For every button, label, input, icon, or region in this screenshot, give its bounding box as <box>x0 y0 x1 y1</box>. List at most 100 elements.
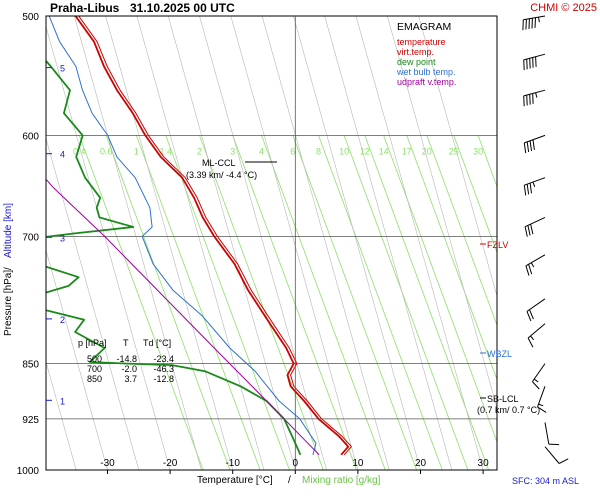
mixing-ratio-line <box>105 135 231 470</box>
wind-barb-feather <box>535 56 537 67</box>
wind-barb-staff <box>526 298 546 312</box>
mixing-ratio-label: 2 <box>197 146 202 156</box>
sb-lcl-title: SB-LCL <box>487 394 519 404</box>
x-axis-separator: / <box>288 475 291 486</box>
wind-barb <box>544 422 560 446</box>
series-dew-point <box>46 59 302 456</box>
mixing-ratio-label: 8 <box>316 146 321 156</box>
wind-barb-staff <box>544 422 550 445</box>
wind-barb-feather <box>527 225 531 236</box>
mixing-ratio-label: 0.6 <box>100 146 113 156</box>
wind-barb-staff <box>523 89 546 97</box>
wind-barb-staff <box>537 386 546 408</box>
isobar-lines <box>46 135 497 420</box>
mixing-ratio-label: 1.4 <box>159 146 172 156</box>
pressure-tick-label: 925 <box>22 415 39 426</box>
ml-ccl-value: (3.39 km/ -4.4 °C) <box>186 170 257 180</box>
isotherm-lines <box>46 16 497 470</box>
y-axis-label-altitude: Altitude [km] <box>3 203 14 258</box>
wind-barb-staff <box>525 254 546 267</box>
profile-series <box>46 16 352 456</box>
ml-ccl-title: ML-CCL <box>202 158 236 168</box>
wind-barb <box>524 216 546 237</box>
wind-barb-feather <box>525 19 527 30</box>
table-header-t: T <box>123 338 129 348</box>
x-axis-label: Temperature [°C] <box>197 475 273 486</box>
wind-barb <box>531 363 546 390</box>
mixing-ratio-line <box>292 135 417 470</box>
wind-barb-staff <box>544 446 560 464</box>
isotherm-line <box>387 16 497 409</box>
mixing-ratio-label: 20 <box>422 146 432 156</box>
altitude-tick-label: 1 <box>60 396 65 406</box>
y-axis-label-pressure: Pressure [hPa] <box>3 270 14 336</box>
wind-barb-half-feather <box>532 181 536 187</box>
mixing-ratio-line <box>383 135 497 444</box>
legend-dew-point: dew point <box>397 57 436 67</box>
copyright: CHMI © 2025 <box>530 2 597 14</box>
table-header-p: p [hPa] <box>78 338 107 348</box>
table-cell: 850 <box>87 374 102 384</box>
legend: EMAGRAM temperature virt.temp. dew point… <box>396 21 456 87</box>
wind-barb-staff <box>524 177 546 186</box>
temperature-tick-label: 20 <box>415 458 427 469</box>
altitude-tick-label: 3 <box>60 233 65 243</box>
series-virt-temp <box>78 16 352 456</box>
table-cell: -23.4 <box>153 354 174 364</box>
sb-lcl-value: (0.7 km/ 0.7 °C) <box>477 405 540 415</box>
legend-wet-bulb: wet bulb temp. <box>396 67 456 77</box>
mixing-ratio-line <box>165 135 290 470</box>
x-axis-label-mixing: Mixing ratio [g/kg] <box>302 475 381 486</box>
pressure-tick-label: 500 <box>22 12 39 23</box>
table-header-td: Td [°C] <box>143 338 171 348</box>
isotherm-line <box>74 16 202 470</box>
mixing-ratio-line <box>135 135 261 470</box>
legend-temperature: temperature <box>397 37 446 47</box>
wind-barb-half-feather <box>538 403 544 407</box>
wind-barb-feather <box>529 58 531 69</box>
wbzl-label: WBZL <box>487 349 512 359</box>
wind-barb-staff <box>523 53 546 61</box>
wind-barb <box>544 446 569 464</box>
isotherm-line <box>167 16 296 470</box>
x-axis-title: Temperature [°C] / Mixing ratio [g/kg] <box>197 475 381 486</box>
wind-barb-feather <box>526 311 532 322</box>
y-axis-title: Pressure [hPa] / Altitude [km] <box>3 203 14 336</box>
mixing-ratio-label: 10 <box>339 146 349 156</box>
series-wet-bulb-temp <box>48 16 317 455</box>
wind-barb-feather <box>532 381 540 390</box>
mixing-ratio-label: 6 <box>290 146 295 156</box>
altitude-tick-label: 4 <box>60 150 65 160</box>
wind-barb-feather <box>526 95 528 106</box>
isotherm-line <box>105 16 233 470</box>
legend-virt-temp: virt.temp. <box>397 47 434 57</box>
wind-barb-half-feather <box>530 335 535 341</box>
wind-barb <box>527 323 546 348</box>
wind-barb-feather <box>537 406 547 413</box>
isotherm-line <box>355 16 484 470</box>
wind-barb-feather <box>526 59 528 70</box>
mixing-ratio-label: 3 <box>230 146 235 156</box>
wind-barb-feather <box>530 223 534 235</box>
wind-barb-feather <box>529 309 534 320</box>
wind-barb-feather <box>525 265 530 276</box>
wind-barb-staff <box>523 15 546 21</box>
temperature-tick-label: 0 <box>293 458 299 469</box>
wind-barbs <box>522 15 569 464</box>
wind-barb-feather <box>526 141 530 153</box>
temperature-tick-label: 30 <box>478 458 490 469</box>
isotherm-line <box>46 361 77 470</box>
altitude-tick-label: 2 <box>60 315 65 325</box>
mixing-ratio-line <box>364 135 489 470</box>
wind-barb <box>523 134 546 154</box>
pressure-tick-label: 1000 <box>17 466 40 477</box>
wind-barb-half-feather <box>535 92 538 98</box>
mixing-ratio-label: 0.4 <box>73 146 86 156</box>
isotherm-line <box>293 16 421 470</box>
pressure-tick-label: 700 <box>22 232 39 243</box>
wind-barb <box>537 386 547 413</box>
isotherm-line <box>230 16 359 470</box>
mixing-ratio-label: 17 <box>402 146 412 156</box>
wind-barb <box>522 15 546 31</box>
